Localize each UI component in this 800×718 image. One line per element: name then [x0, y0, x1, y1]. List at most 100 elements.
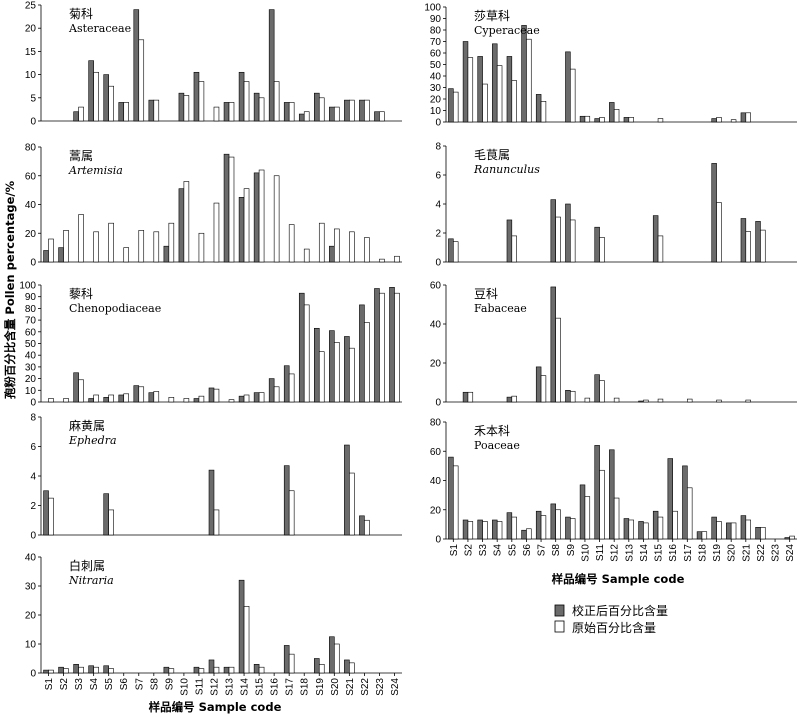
bar-corrected-s22	[359, 304, 365, 403]
bar-original-s5	[108, 394, 114, 403]
bar-original-s8	[153, 391, 160, 403]
bar-corrected-s11	[193, 666, 200, 674]
bar-corrected-s20	[329, 245, 335, 263]
y-tick-label: 4	[435, 200, 441, 211]
bar-corrected-s16	[268, 378, 275, 403]
y-tick-label: 30	[25, 362, 37, 373]
x-tick-label: S19	[712, 544, 723, 562]
bar-original-s21	[349, 231, 355, 263]
bar-corrected-s4	[88, 665, 94, 674]
bar-original-s2	[63, 398, 69, 403]
bar-original-s12	[213, 509, 220, 536]
bar-original-s21	[745, 231, 751, 263]
bar-original-s8	[153, 231, 160, 263]
bar-original-s9	[570, 219, 576, 263]
bar-corrected-s18	[696, 531, 703, 540]
bar-corrected-s17	[682, 465, 688, 540]
bar-original-s20	[334, 342, 340, 403]
bar-original-s3	[482, 83, 488, 123]
bar-corrected-s3	[73, 372, 79, 403]
x-tick-label: S6	[522, 544, 533, 557]
bar-original-s15	[657, 398, 664, 403]
y-tick-label: 60	[430, 447, 442, 458]
bar-corrected-s22	[755, 526, 761, 540]
y-tick-label: 60	[25, 327, 37, 338]
bar-corrected-s12	[609, 102, 615, 123]
bar-corrected-s2	[462, 391, 469, 403]
bar-original-s12	[213, 388, 220, 403]
bar-original-s4	[93, 231, 99, 263]
bar-original-s24	[789, 535, 795, 540]
bar-original-s17	[288, 224, 295, 263]
bar-original-s3	[482, 521, 488, 540]
bar-corrected-s3	[477, 519, 483, 540]
bar-corrected-s14	[238, 395, 245, 403]
bar-corrected-s7	[133, 385, 140, 403]
bar-corrected-s10	[178, 188, 185, 263]
panel-poaceae: 0 20 40 60 80 S1 S2 S3 S4 S5 S6 S7 S8 S9 S10 S11 S12 S13 S…	[430, 418, 797, 562]
y-tick-label: 20	[430, 505, 442, 516]
bar-original-s11	[198, 395, 205, 403]
x-tick-label: S10	[580, 544, 591, 562]
panel-title-latin: Asteraceae	[68, 22, 131, 35]
bar-original-s10	[584, 397, 591, 403]
bar-original-s15	[258, 97, 265, 122]
y-tick-label: 20	[430, 95, 442, 106]
bar-corrected-s21	[344, 444, 350, 536]
bar-corrected-s19	[314, 658, 320, 674]
x-tick-label: S17	[683, 544, 694, 562]
bar-corrected-s13	[223, 102, 230, 122]
bar-original-s22	[364, 519, 370, 536]
bar-corrected-s8	[550, 286, 556, 403]
bar-corrected-s16	[268, 9, 275, 122]
bar-corrected-s4	[492, 43, 498, 123]
bar-original-s4	[496, 65, 503, 123]
bar-corrected-s21	[344, 336, 350, 403]
bar-original-s5	[511, 516, 517, 540]
bar-corrected-s5	[506, 512, 513, 540]
bar-original-s2	[467, 391, 474, 403]
bar-original-s12	[213, 666, 220, 674]
bar-corrected-s1	[43, 669, 49, 674]
bar-original-s21	[349, 99, 355, 122]
bar-corrected-s1	[43, 490, 49, 536]
y-tick-label: 100	[424, 3, 441, 14]
x-tick-label: S1	[449, 544, 460, 557]
bar-original-s7	[138, 386, 145, 403]
y-tick-label: 70	[25, 316, 37, 327]
panel-title-latin: Nitraria	[68, 574, 114, 587]
x-tick-label: S14	[639, 544, 650, 562]
bar-original-s12	[213, 202, 220, 263]
bar-corrected-s10	[579, 115, 586, 123]
x-tick-label: S14	[240, 678, 251, 696]
x-tick-label: S9	[164, 678, 175, 691]
bar-corrected-s9	[565, 516, 571, 540]
bar-original-s17	[288, 373, 295, 403]
legend: 校正后百分比含量 原始百分比含量	[554, 603, 668, 635]
bar-original-s5	[108, 222, 114, 263]
bar-corrected-s4	[88, 398, 94, 403]
panel-title-cn: 麻黄属	[69, 418, 105, 433]
bar-corrected-s17	[283, 465, 290, 536]
bar-original-s21	[745, 399, 751, 403]
bar-original-s17	[687, 487, 693, 540]
x-tick-label: S20	[330, 678, 341, 696]
x-tick-label: S11	[595, 544, 606, 561]
bar-corrected-s23	[374, 111, 380, 122]
bar-corrected-s7	[535, 94, 542, 123]
bar-original-s19	[716, 521, 722, 540]
bar-corrected-s14	[238, 197, 245, 263]
y-tick-label: 6	[30, 442, 36, 453]
bar-original-s3	[78, 214, 84, 263]
y-tick-label: 5	[30, 93, 36, 104]
bar-corrected-s11	[193, 398, 200, 403]
bar-original-s14	[243, 605, 250, 674]
panel-title-cn: 莎草科	[474, 9, 510, 23]
bar-original-s14	[243, 81, 250, 122]
bar-original-s19	[716, 202, 722, 263]
bar-original-s1	[453, 241, 459, 263]
